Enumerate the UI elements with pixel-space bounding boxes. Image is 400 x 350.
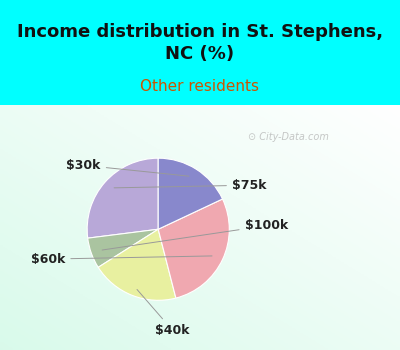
Text: Income distribution in St. Stephens,
NC (%): Income distribution in St. Stephens, NC … bbox=[17, 23, 383, 63]
Text: $40k: $40k bbox=[137, 289, 190, 337]
Wedge shape bbox=[88, 229, 158, 267]
Wedge shape bbox=[158, 199, 229, 298]
Wedge shape bbox=[87, 158, 158, 238]
Text: $60k: $60k bbox=[31, 253, 212, 266]
Text: $30k: $30k bbox=[66, 159, 189, 176]
Wedge shape bbox=[158, 158, 222, 229]
Text: Other residents: Other residents bbox=[140, 79, 260, 93]
Wedge shape bbox=[98, 229, 176, 300]
Text: ⊙ City-Data.com: ⊙ City-Data.com bbox=[248, 132, 328, 142]
Text: $75k: $75k bbox=[114, 179, 266, 192]
Text: $100k: $100k bbox=[102, 219, 288, 250]
